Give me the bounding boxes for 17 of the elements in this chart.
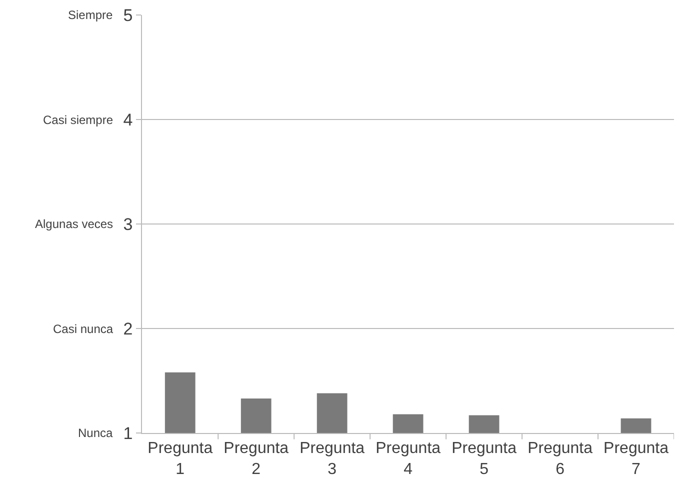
text: Nunca	[78, 426, 114, 440]
x-tick-label: Pregunta 1	[148, 440, 213, 478]
text: Siempre	[68, 8, 114, 22]
y-tick-label: 2	[123, 319, 133, 338]
x-tick-label: Pregunta 6	[528, 440, 593, 478]
y-tick-label: 5	[123, 6, 133, 25]
x-tick-label: Pregunta 4	[376, 440, 441, 478]
text: Algunas veces	[35, 217, 114, 231]
y-tick-label: 4	[123, 110, 133, 130]
text: Casi siempre	[43, 113, 114, 127]
x-tick-label: Pregunta 5	[452, 440, 517, 478]
y-tick-label: 1	[123, 424, 133, 443]
y-tick-label: 3	[123, 214, 133, 234]
x-tick-label: Pregunta 3	[300, 440, 365, 478]
x-tick-label: Pregunta 7	[604, 440, 669, 478]
x-tick-label: Pregunta 2	[224, 440, 289, 478]
text: Casi nunca	[53, 322, 114, 336]
